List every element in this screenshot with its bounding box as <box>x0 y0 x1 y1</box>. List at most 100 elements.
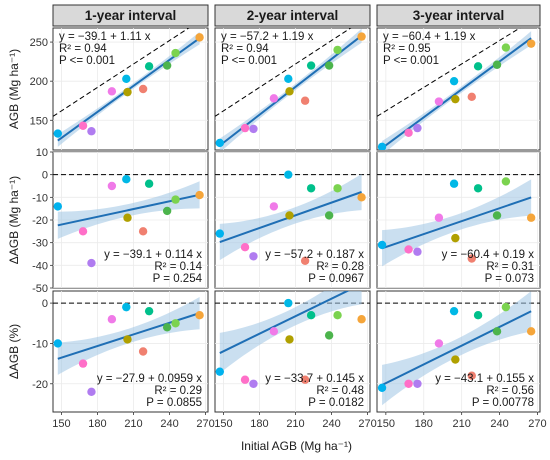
data-point <box>404 245 413 254</box>
data-point <box>467 371 476 380</box>
data-point <box>324 331 334 340</box>
x-tick-label: 240 <box>322 418 340 430</box>
y-tick-label: 0 <box>42 170 48 182</box>
data-point <box>138 347 148 356</box>
x-tick-label: 180 <box>415 418 433 430</box>
x-tick-label: 150 <box>214 418 232 430</box>
data-point <box>144 179 154 188</box>
data-point <box>333 311 342 320</box>
data-point <box>377 240 387 250</box>
y-axis-title: ΔAGB (Mg ha⁻¹) <box>7 176 21 264</box>
x-tick-label: 180 <box>88 418 106 430</box>
y-tick-label: 10 <box>36 147 48 159</box>
data-point <box>404 379 413 388</box>
y-tick-label: 150 <box>30 115 48 127</box>
regression-stat: R² = 0.28 <box>316 261 364 273</box>
y-tick-label: 0 <box>42 298 48 310</box>
data-point <box>333 45 342 55</box>
data-point <box>78 359 88 368</box>
data-point <box>269 94 279 103</box>
data-point <box>284 298 293 308</box>
plot-area <box>215 291 370 388</box>
data-point <box>300 256 310 265</box>
facet-strip <box>52 4 209 27</box>
data-point <box>78 227 88 236</box>
x-tick-label: 210 <box>124 418 142 430</box>
y-axis-titles: AGB (Mg ha⁻¹) ΔAGB (Mg ha⁻¹) ΔAGB (%) <box>7 49 21 379</box>
data-point <box>333 184 342 193</box>
regression-stat: P = 0.254 <box>153 273 203 285</box>
regression-stat: y = −60.4 + 1.19 x <box>383 31 476 43</box>
data-point <box>53 202 63 211</box>
data-point <box>467 254 476 263</box>
data-point <box>138 227 148 236</box>
regression-stat: y = −60.4 + 0.19 x <box>442 249 535 261</box>
data-point <box>413 247 422 256</box>
facet-title: 1-year interval <box>85 8 177 23</box>
regression-stat: y = −33.7 + 0.145 x <box>265 373 364 385</box>
regression-stat: R² = 0.29 <box>154 385 202 397</box>
regression-stat: R² = 0.56 <box>486 385 534 397</box>
plot-area <box>215 170 370 265</box>
data-point <box>449 76 459 86</box>
data-point <box>285 87 294 96</box>
data-point <box>87 387 96 397</box>
x-tick-label: 240 <box>490 418 508 430</box>
data-point <box>404 128 413 137</box>
x-tick-label: 150 <box>377 418 395 430</box>
panel: y = −60.4 + 0.19 xR² = 0.31P = 0.073 <box>376 151 541 289</box>
y-tick-label: 250 <box>30 37 48 49</box>
y-tick-label: -40 <box>32 260 48 272</box>
x-tick-label: 240 <box>160 418 178 430</box>
gridlines <box>377 28 540 150</box>
data-point <box>87 127 96 136</box>
regression-stat: P = 0.0855 <box>146 397 202 409</box>
data-point <box>195 33 204 42</box>
reference-line-1to1 <box>215 28 352 117</box>
data-point <box>324 61 334 70</box>
regression-stat: P = 0.0967 <box>308 273 364 285</box>
data-point <box>526 327 536 336</box>
x-tick-label: 270 <box>358 418 376 430</box>
panel: y = −43.1 + 0.155 xR² = 0.56P = 0.00778 1… <box>376 290 547 430</box>
data-point <box>501 43 511 52</box>
data-point <box>87 258 96 268</box>
data-point <box>240 243 250 252</box>
regression-stat: P = 0.073 <box>485 273 534 285</box>
regression-stat: y = −39.1 + 1.11 x <box>59 31 151 43</box>
panel: y = −27.9 + 0.0959 xR² = 0.29P = 0.0855 -… <box>32 290 215 430</box>
data-point <box>467 92 476 102</box>
plot-area <box>53 28 204 147</box>
data-point <box>249 252 258 261</box>
regression-line <box>381 196 532 250</box>
data-point <box>122 74 131 84</box>
regression-stat: R² = 0.95 <box>383 43 431 55</box>
data-point <box>215 229 225 238</box>
x-tick-label: 180 <box>250 418 268 430</box>
data-point <box>492 60 502 69</box>
regression-stat: P = 0.0182 <box>308 397 364 409</box>
data-point <box>123 87 132 97</box>
panel: y = −33.7 + 0.145 xR² = 0.48P = 0.0182 15… <box>214 290 377 430</box>
data-point <box>215 138 225 148</box>
data-point <box>195 311 204 320</box>
data-point <box>107 87 117 96</box>
regression-stat: y = −27.9 + 0.0959 x <box>97 373 202 385</box>
data-point <box>473 184 483 193</box>
data-point <box>377 142 387 150</box>
regression-stat: P <= 0.001 <box>221 55 277 67</box>
data-point <box>269 327 279 336</box>
panel: y = −60.4 + 1.19 xR² = 0.95P <= 0.001 <box>376 27 541 151</box>
y-tick-label: 200 <box>30 76 48 88</box>
chart-panels: y = −39.1 + 1.11 xR² = 0.94P <= 0.001150… <box>30 27 547 430</box>
panel: y = −39.1 + 0.114 xR² = 0.14P = 0.254 -50… <box>32 147 209 295</box>
data-point <box>162 61 172 70</box>
data-point <box>434 339 444 348</box>
regression-stat: y = −43.1 + 0.155 x <box>435 373 534 385</box>
data-point <box>53 129 63 138</box>
x-tick-label: 210 <box>286 418 304 430</box>
y-tick-label: -20 <box>32 379 48 391</box>
data-point <box>300 96 310 105</box>
panel: y = −57.2 + 1.19 xR² = 0.94P <= 0.001 <box>214 27 371 151</box>
data-point <box>413 379 422 388</box>
